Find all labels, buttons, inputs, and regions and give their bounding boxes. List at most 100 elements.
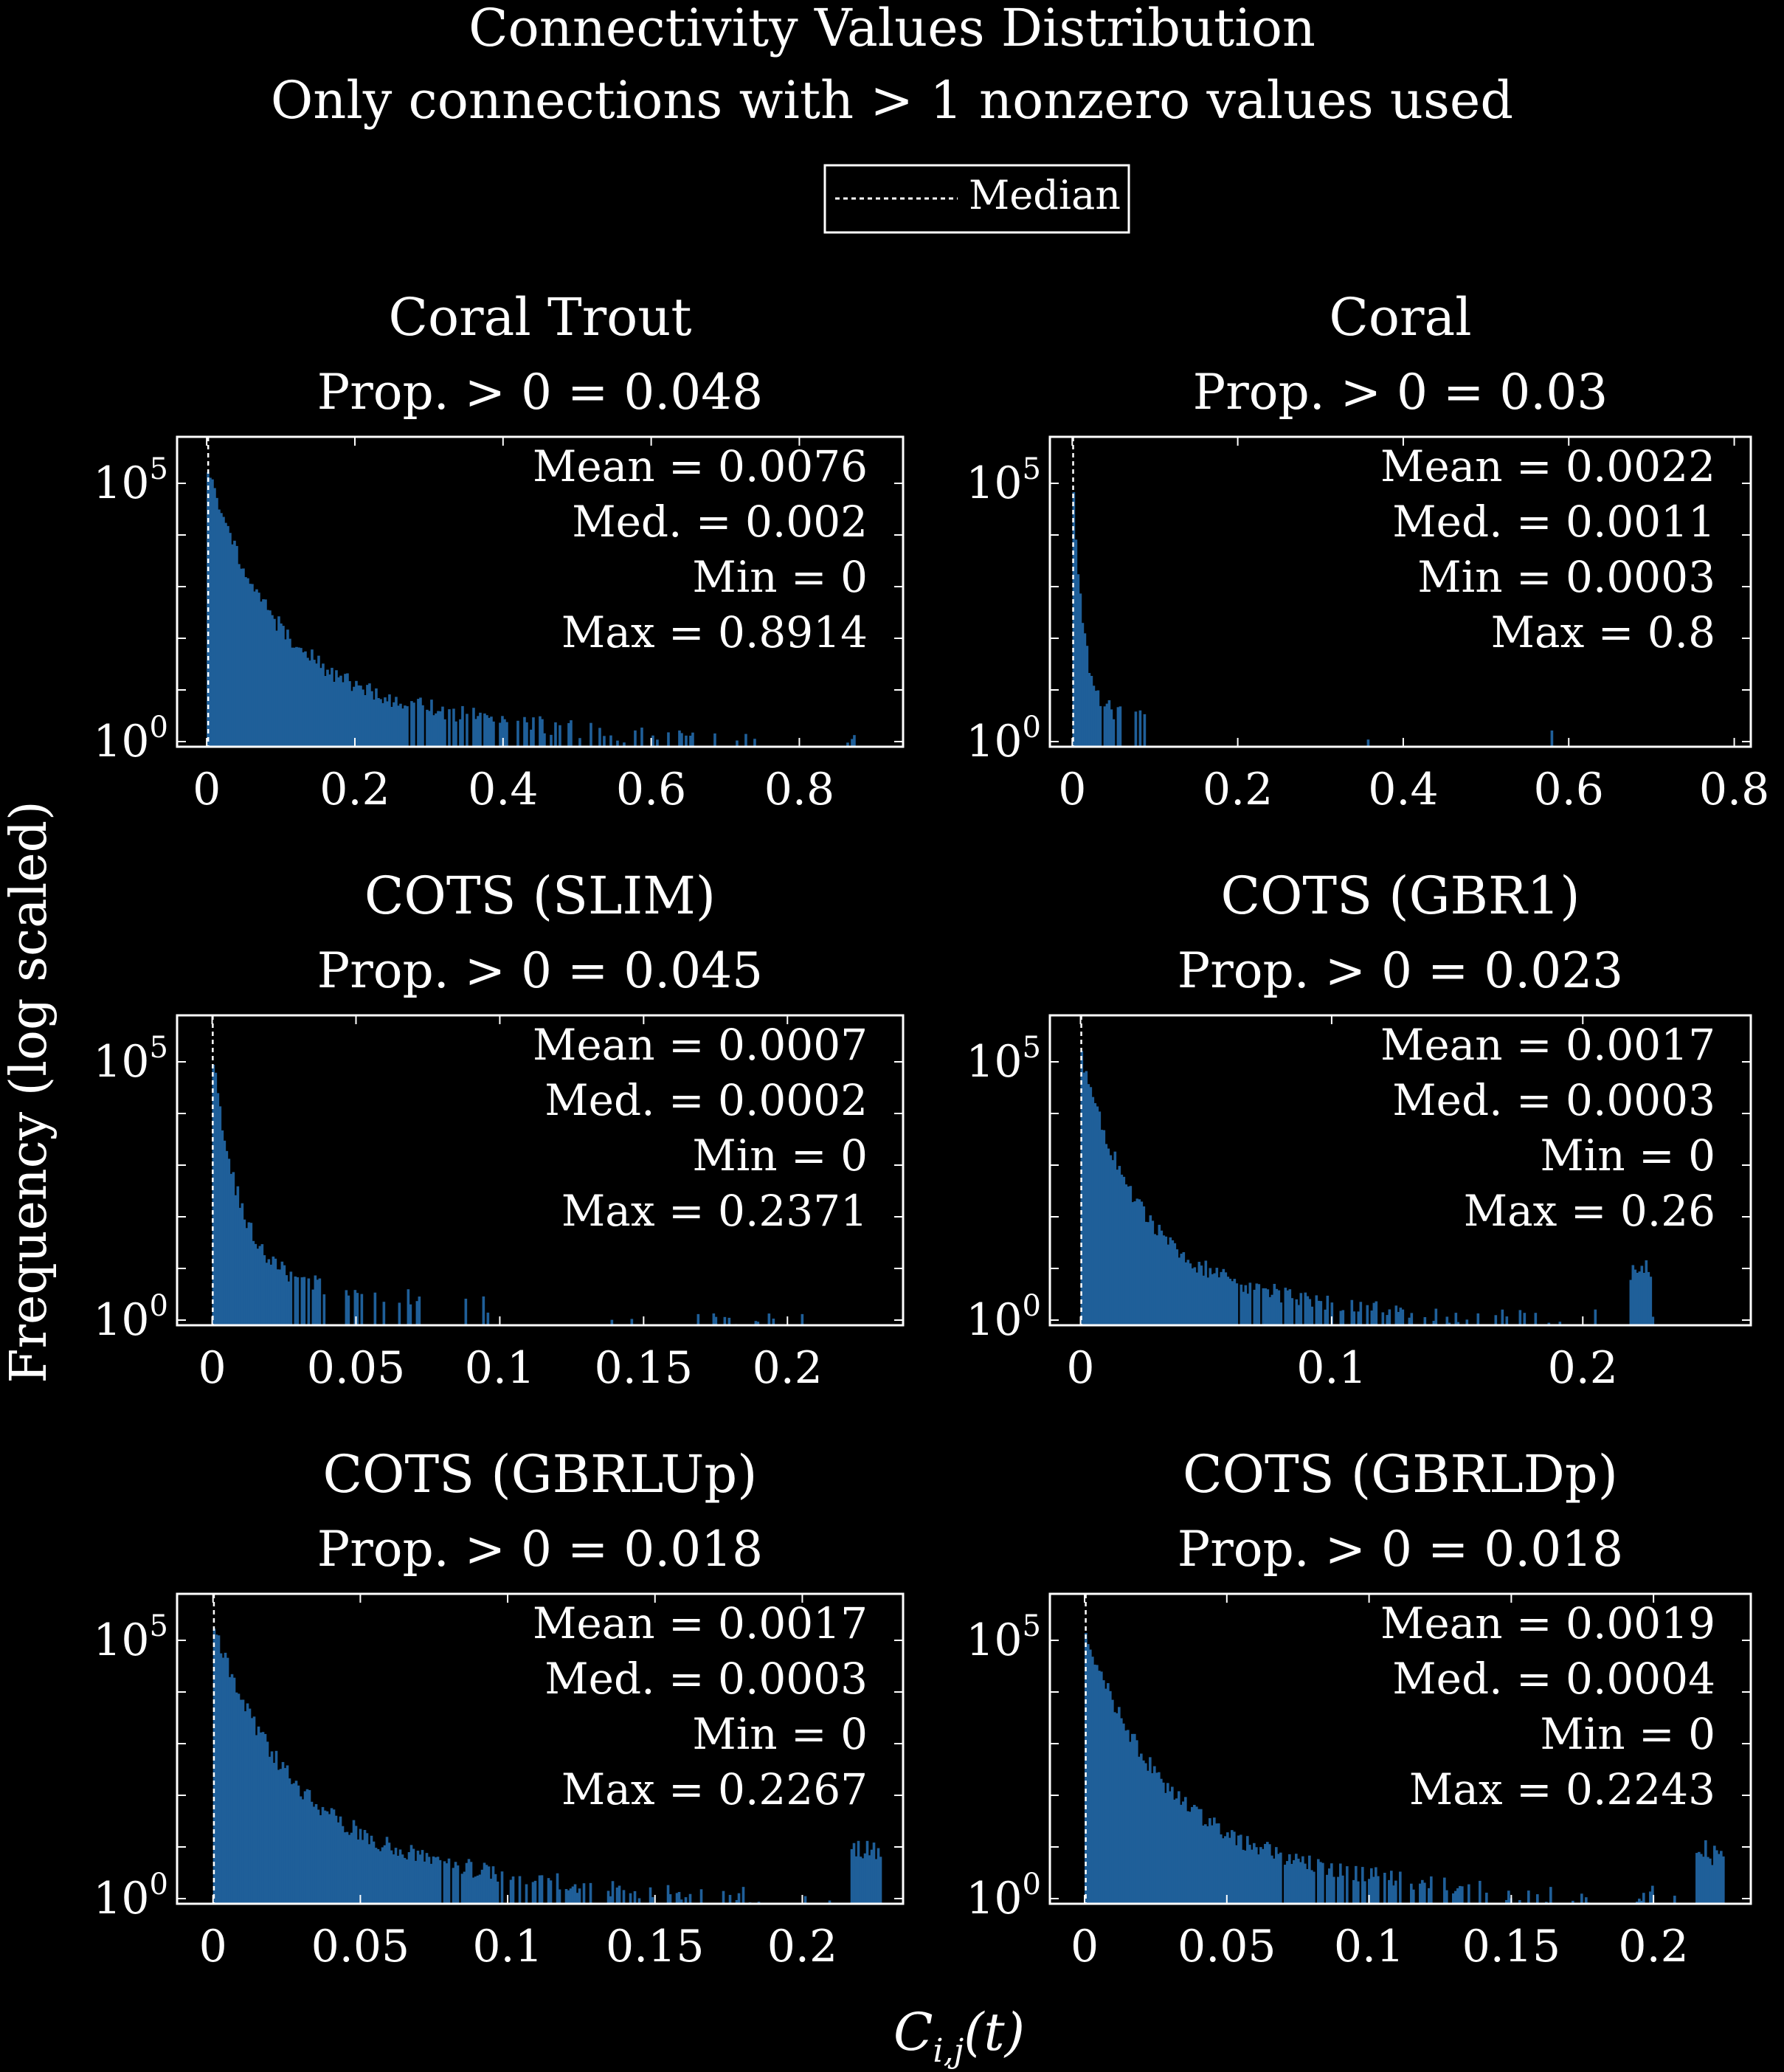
histogram-bar [1110, 709, 1113, 747]
histogram-bar [1182, 1801, 1185, 1904]
histogram-bar [525, 722, 528, 747]
histogram-bar [722, 1890, 725, 1904]
histogram-bar [1088, 672, 1091, 747]
histogram-bar [1226, 1832, 1229, 1904]
histogram-bar [302, 1277, 306, 1325]
histogram-bar [474, 719, 477, 747]
histogram-bar [465, 1862, 469, 1904]
panel-subtitle: Prop. > 0 = 0.045 [317, 942, 763, 999]
stat-annotation: Mean = 0.0007 [533, 1020, 868, 1070]
histogram-bar [282, 626, 285, 747]
histogram-bar [459, 719, 462, 747]
axes-frame [176, 1592, 905, 1905]
histogram-bar [1147, 1222, 1150, 1325]
histogram-bar [275, 630, 278, 747]
histogram-bar [286, 1765, 289, 1904]
histogram-bar [1273, 1858, 1276, 1904]
x-tick-label: 0.6 [1534, 764, 1604, 815]
histogram-bar [227, 525, 229, 747]
stat-annotation: Max = 0.8914 [561, 607, 868, 657]
histogram-bar [503, 719, 506, 747]
histogram-bar [1233, 1831, 1236, 1904]
histogram-bar [347, 1295, 350, 1325]
y-tick-exponent: 5 [1023, 1031, 1041, 1065]
histogram-bar [1319, 1301, 1323, 1325]
histogram-bar [606, 1890, 610, 1904]
stat-annotation: Med. = 0.0004 [1392, 1654, 1715, 1704]
histogram-bar [505, 722, 508, 747]
histogram-bar [454, 721, 457, 747]
histogram-bar [598, 728, 601, 747]
histogram-bar [367, 1844, 371, 1904]
histogram-bar [381, 702, 384, 747]
histogram-bar [1715, 1850, 1718, 1904]
y-tick-exponent: 0 [150, 711, 168, 745]
histogram-bar [368, 683, 371, 747]
histogram-bar [1191, 1268, 1194, 1325]
x-tick-label: 0.15 [595, 1342, 694, 1394]
histogram-bar [395, 697, 398, 747]
histogram-bar [257, 593, 260, 747]
histogram-bar [364, 695, 367, 747]
histogram-bar [1186, 1260, 1190, 1325]
y-tick-base: 10 [93, 457, 149, 509]
y-tick-exponent: 5 [1023, 1609, 1041, 1643]
histogram-bar [1158, 1772, 1161, 1904]
histogram-bar [828, 1900, 832, 1904]
histogram-bar [1594, 1309, 1597, 1325]
histogram-bar [578, 738, 581, 747]
histogram-bar [1092, 686, 1096, 747]
histogram-bar [373, 700, 376, 747]
histogram-bar [1209, 1817, 1211, 1904]
histogram-bar [1213, 1273, 1217, 1325]
histogram-bar [1191, 1806, 1194, 1904]
histogram-bar [414, 1860, 418, 1904]
histogram-bar [610, 1319, 614, 1325]
histogram-bar [478, 1874, 482, 1904]
histogram-bar [556, 1873, 559, 1904]
histogram-bar [756, 1322, 760, 1325]
histogram-bar [611, 1881, 615, 1904]
histogram-bar [518, 1876, 522, 1904]
histogram-bar [1638, 1271, 1642, 1325]
histogram-bar [1094, 691, 1098, 747]
histogram-bar [1547, 1322, 1551, 1325]
histogram-bar [1104, 1144, 1108, 1325]
histogram-bar [713, 733, 716, 747]
histogram-bar [615, 1888, 619, 1904]
histogram-bar [538, 1875, 542, 1904]
histogram-bar [416, 1851, 420, 1904]
histogram-bar [1443, 1877, 1446, 1904]
x-tick-label: 0.6 [616, 764, 686, 815]
histogram-bar [1326, 1295, 1330, 1325]
histogram-bar [326, 669, 329, 747]
histogram-bar [1193, 1267, 1197, 1325]
histogram-bar [296, 1277, 300, 1325]
histogram-bar [429, 1863, 433, 1904]
histogram-bar [1308, 1855, 1311, 1904]
histogram-bar [1255, 1847, 1258, 1904]
histogram-bar [1242, 1849, 1245, 1904]
histogram-bar [312, 1806, 316, 1904]
histogram-bar [412, 702, 415, 747]
histogram-bar [874, 1859, 878, 1904]
histogram-bar [219, 1653, 223, 1904]
histogram-bar [331, 668, 333, 747]
histogram-bar [1306, 1868, 1309, 1904]
histogram-bar [1649, 1891, 1652, 1904]
histogram-bar [1394, 1305, 1398, 1325]
histogram-bar [303, 1791, 307, 1904]
histogram-bar [859, 1857, 862, 1904]
histogram-bar [609, 1896, 612, 1904]
histogram-bar [441, 706, 444, 747]
histogram-bar [1085, 646, 1089, 747]
x-axis-label: Ci,j(t) [893, 2002, 1025, 2070]
histogram-bar [330, 1808, 333, 1904]
histogram-bar [356, 1293, 359, 1325]
histogram-bar [1228, 1837, 1231, 1904]
histogram-bar [1113, 1151, 1117, 1325]
histogram-bar [1242, 1291, 1245, 1325]
histogram-bar [872, 1843, 876, 1904]
x-tick-label: 0.05 [1178, 1921, 1276, 1972]
histogram-bar [1074, 539, 1078, 747]
